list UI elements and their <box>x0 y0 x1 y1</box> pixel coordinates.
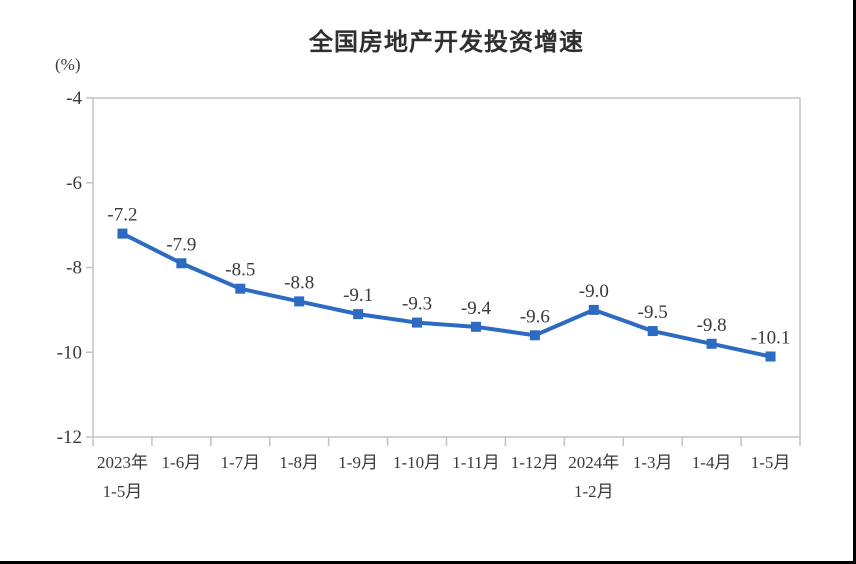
x-tick-label: 1-3月 <box>633 453 673 472</box>
data-point-marker <box>176 258 187 269</box>
data-point-marker <box>294 296 305 307</box>
page-border-right <box>853 0 856 564</box>
data-point-label: -7.9 <box>166 234 196 255</box>
data-point-label: -9.6 <box>520 306 550 327</box>
data-point-marker <box>647 326 658 337</box>
x-tick-label: 1-5月 <box>751 453 791 472</box>
data-point-marker <box>529 330 540 341</box>
data-point-label: -8.8 <box>284 272 314 293</box>
data-point-label: -9.5 <box>638 302 668 323</box>
x-tick-label: 1-8月 <box>279 453 319 472</box>
x-tick-label: 1-11月 <box>452 453 500 472</box>
data-point-marker <box>412 317 423 328</box>
x-tick-label: 1-10月 <box>393 453 441 472</box>
data-point-marker <box>235 283 246 294</box>
y-tick-label: -10 <box>57 342 82 363</box>
data-point-label: -9.1 <box>343 285 373 306</box>
y-tick-label: -6 <box>66 173 82 194</box>
data-point-label: -9.3 <box>402 294 432 315</box>
page-border-bottom <box>0 561 856 564</box>
data-point-marker <box>706 338 717 349</box>
data-point-label: -8.5 <box>225 260 255 281</box>
data-point-marker <box>470 321 481 332</box>
y-axis-unit-label: (%) <box>55 55 81 74</box>
data-point-marker <box>765 351 776 362</box>
data-point-label: -9.0 <box>579 281 609 302</box>
x-tick-label: 2024年 1-2月 <box>568 453 619 501</box>
x-tick-label: 1-9月 <box>338 453 378 472</box>
data-point-label: -7.2 <box>107 205 137 226</box>
data-point-marker <box>588 304 599 315</box>
x-tick-label: 1-6月 <box>162 453 202 472</box>
chart-title: 全国房地产开发投资增速 <box>309 29 584 56</box>
y-tick-label: -8 <box>66 258 82 279</box>
plot-area-border <box>92 97 801 438</box>
y-tick-label: -12 <box>57 427 82 448</box>
data-point-marker <box>117 228 128 239</box>
x-tick-label: 1-12月 <box>511 453 559 472</box>
data-point-label: -9.8 <box>697 315 727 336</box>
x-tick-label: 2023年 1-5月 <box>97 453 148 501</box>
x-tick-label: 1-4月 <box>692 453 732 472</box>
x-tick-label: 1-7月 <box>220 453 260 472</box>
y-tick-label: -4 <box>66 88 82 109</box>
data-point-label: -9.4 <box>461 298 492 319</box>
data-point-label: -10.1 <box>751 327 791 348</box>
series-line <box>120 231 773 359</box>
data-point-marker <box>353 309 364 320</box>
